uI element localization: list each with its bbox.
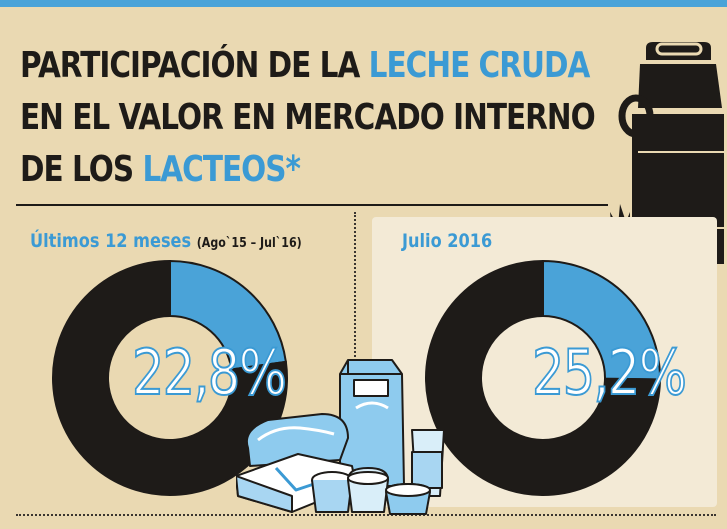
chart-left-title-text: Últimos 12 meses bbox=[30, 230, 192, 252]
chart-right-title: Julio 2016 bbox=[402, 230, 493, 252]
bottom-dotted-divider bbox=[16, 514, 716, 516]
donut-left-slice-leche-cruda bbox=[169, 259, 288, 371]
title-line1-prefix: PARTICIPACIÓN DE LA bbox=[20, 45, 369, 86]
donut-right-slice-leche-cruda bbox=[542, 259, 661, 381]
title-divider bbox=[16, 204, 608, 206]
chart-left-value-label: 22,8% bbox=[131, 335, 288, 410]
chart-right-value-label: 25,2% bbox=[531, 335, 688, 410]
donut-left-slice-resto bbox=[52, 259, 288, 496]
page-title: PARTICIPACIÓN DE LA LECHE CRUDA EN EL VA… bbox=[20, 40, 596, 196]
title-line2: EN EL VALOR EN MERCADO INTERNO bbox=[20, 97, 596, 138]
dairy-products-illustration bbox=[236, 359, 445, 515]
top-accent-bar bbox=[0, 0, 727, 7]
title-line3-highlight: LACTEOS* bbox=[142, 149, 301, 190]
chart-left-subtitle: (Ago`15 – Jul`16) bbox=[196, 236, 302, 251]
donut-right-slice-resto bbox=[425, 259, 662, 496]
title-line1-highlight: LECHE CRUDA bbox=[368, 45, 591, 86]
title-line3-prefix: DE LOS bbox=[20, 149, 143, 190]
chart-left-title: Últimos 12 meses (Ago`15 – Jul`16) bbox=[30, 230, 302, 252]
